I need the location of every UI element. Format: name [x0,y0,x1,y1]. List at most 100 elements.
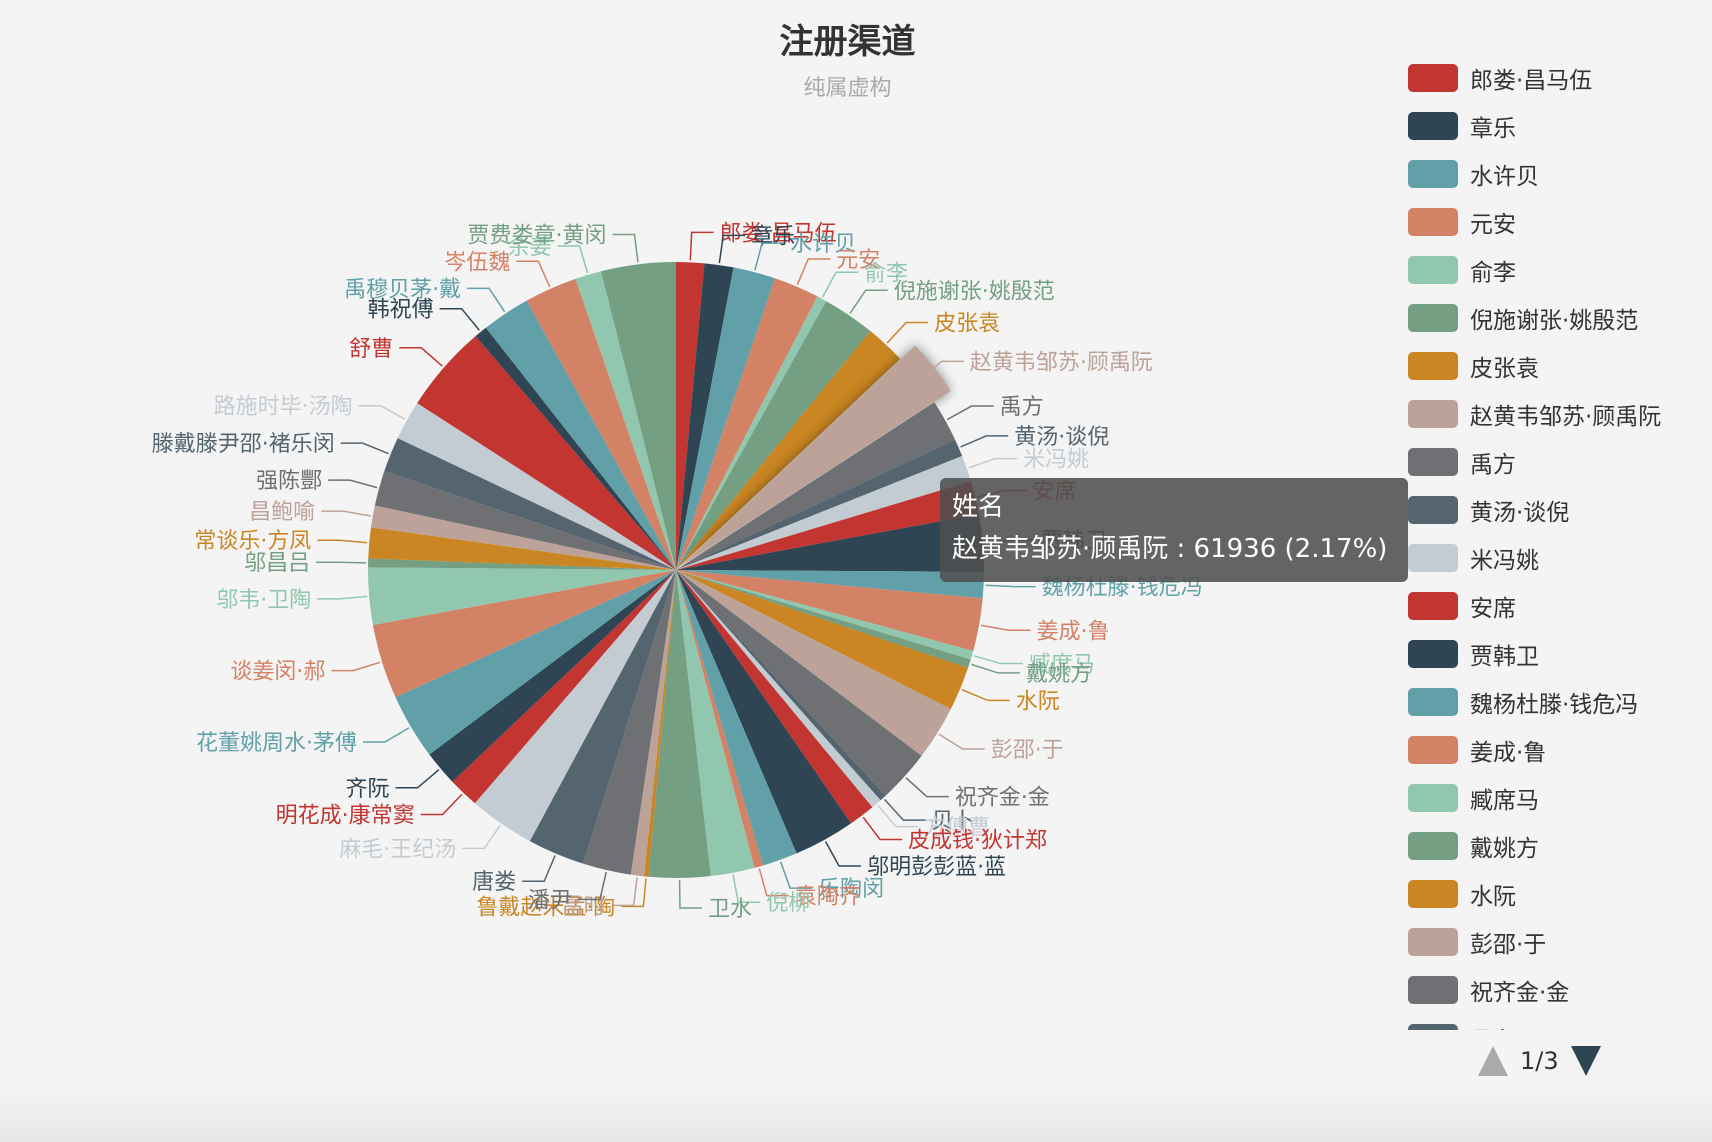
pie-slice[interactable] [676,570,797,866]
legend-item[interactable]: 黄汤·谈倪 [1408,486,1708,534]
legend-item[interactable]: 禹方 [1408,438,1708,486]
pie-slice[interactable] [676,263,734,570]
legend-item[interactable]: 皮张袁 [1408,342,1708,390]
pie-slice[interactable] [374,471,676,570]
legend-item[interactable]: 姜成·鲁 [1408,726,1708,774]
legend-item[interactable]: 章乐 [1408,102,1708,150]
legend-swatch [1408,208,1458,236]
label-line [732,874,761,903]
legend-label: 安席 [1470,596,1516,622]
pie-slice[interactable] [676,514,984,572]
pie-slice[interactable] [417,336,676,570]
label-line [883,798,926,821]
legend-item[interactable]: 倪施谢张·姚殷范 [1408,294,1708,342]
legend-item[interactable]: 魏杨杜滕·钱危冯 [1408,678,1708,726]
pie-slice[interactable] [575,271,676,570]
legend-item[interactable]: 戴姚方 [1408,822,1708,870]
page-up-icon[interactable] [1478,1046,1508,1076]
pie-slice[interactable] [474,570,676,842]
pie-slice[interactable] [676,570,984,599]
pie-slice[interactable] [676,570,983,651]
legend-item[interactable]: 赵黄韦邹苏·顾禹阮 [1408,390,1708,438]
legend-item[interactable]: 元安 [1408,198,1708,246]
legend-label: 姜成·鲁 [1470,740,1547,766]
pie-slice[interactable] [676,570,974,660]
label-line [522,855,556,882]
pie-slice[interactable] [529,570,676,864]
slice-label: 贾费娄章·黄闵 [468,224,607,249]
legend-item[interactable]: 水许贝 [1408,150,1708,198]
page-down-icon[interactable] [1570,1046,1601,1076]
legend-swatch [1408,352,1458,380]
pie-slice[interactable] [475,327,676,570]
pie-slice[interactable] [583,570,676,875]
pie-slice[interactable] [676,402,956,570]
slice-label: 乐陶闵 [818,877,884,902]
legend-item[interactable]: 俞李 [1408,246,1708,294]
legend-item[interactable]: 贾韩卫 [1408,630,1708,678]
pie-slice[interactable] [676,570,886,801]
pie-slice[interactable] [676,570,764,868]
pie-slice[interactable] [370,505,676,570]
pie-slice[interactable] [676,301,871,570]
label-line [886,321,929,344]
pie-slice[interactable] [429,570,676,782]
pie-slice[interactable] [676,296,827,570]
label-line [363,727,410,743]
pie-slice[interactable] [680,345,951,567]
legend-item[interactable]: 郎娄·昌马伍 [1408,54,1708,102]
label-line [678,879,702,909]
legend-item[interactable]: 安席 [1408,582,1708,630]
legend-item[interactable]: 米冯姚 [1408,534,1708,582]
pie-slice[interactable] [485,300,676,570]
legend-label: 彭邵·于 [1470,932,1547,958]
pie-slice[interactable] [384,438,676,570]
pie-slice[interactable] [676,570,971,669]
pie-slice[interactable] [630,570,676,877]
pie-slice[interactable] [676,570,873,824]
label-line [621,878,647,908]
pie-slice[interactable] [452,570,676,804]
slice-label: 倪施谢张·姚殷范 [894,279,1055,304]
legend-item[interactable]: 祝齐金·金 [1408,966,1708,1014]
pie-slice[interactable] [648,570,711,878]
pie-slice[interactable] [676,439,963,570]
legend-swatch [1408,784,1458,812]
slice-label: 元安 [836,248,880,273]
pie-slice[interactable] [676,278,818,570]
pie-slice[interactable] [676,267,775,570]
slice-label: 章乐 [751,224,795,249]
label-line [779,861,813,889]
pie-slice[interactable] [676,331,901,570]
legend-item[interactable]: 贝卜 [1408,1014,1708,1030]
label-line [399,347,443,367]
label-line [822,271,859,298]
pie-slice[interactable] [368,558,676,570]
pie-slice[interactable] [397,403,676,570]
legend-item[interactable]: 彭邵·于 [1408,918,1708,966]
legend-item[interactable]: 水阮 [1408,870,1708,918]
pie-slice[interactable] [676,481,979,570]
pie-slice[interactable] [395,570,676,755]
slice-label: 祝齐金·金 [955,786,1050,811]
pie-slice[interactable] [372,570,676,698]
pie-slice[interactable] [676,570,922,796]
pie-slice[interactable] [368,567,676,625]
pie-slice[interactable] [526,278,676,570]
pie-slice[interactable] [676,570,852,854]
tooltip: 姓名 赵黄韦邹苏·顾禹阮 : 61936 (2.17%) [940,478,1408,582]
legend-swatch [1408,448,1458,476]
pie-slice[interactable] [368,527,676,570]
pie-slice[interactable] [676,570,881,808]
legend-item[interactable]: 臧席马 [1408,774,1708,822]
label-line [358,404,406,420]
pie-slice[interactable] [644,570,676,877]
pie-slice[interactable] [676,570,968,710]
pie-slice[interactable] [676,456,971,570]
pie-slice[interactable] [601,262,676,570]
pie-slice[interactable] [676,570,951,756]
slice-label: 常谈乐·方凤 [194,529,311,554]
pie-slice[interactable] [676,262,705,570]
pie-slice[interactable] [676,570,755,877]
legend-swatch [1408,544,1458,572]
